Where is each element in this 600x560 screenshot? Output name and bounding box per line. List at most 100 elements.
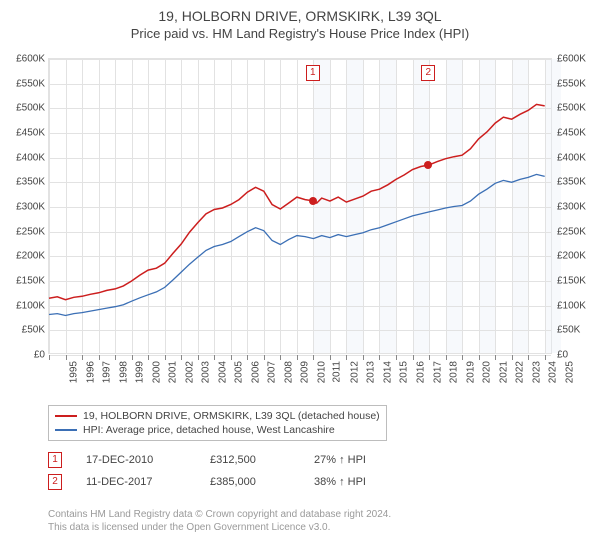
y-axis-tick-label-left: £100K — [5, 300, 45, 311]
chart-title: 19, HOLBORN DRIVE, ORMSKIRK, L39 3QL — [0, 8, 600, 24]
x-axis-tick-label: 2015 — [399, 361, 410, 383]
y-axis-tick-label-right: £400K — [557, 152, 586, 163]
chart-subtitle: Price paid vs. HM Land Registry's House … — [0, 26, 600, 41]
series-line-hpi — [49, 174, 545, 315]
x-axis-tick — [132, 355, 133, 360]
legend-label: 19, HOLBORN DRIVE, ORMSKIRK, L39 3QL (de… — [83, 409, 380, 423]
x-axis-tick — [528, 355, 529, 360]
x-axis-tick — [181, 355, 182, 360]
x-axis-tick — [462, 355, 463, 360]
x-axis-tick — [446, 355, 447, 360]
x-axis-tick-label: 2018 — [448, 361, 459, 383]
x-axis-tick — [198, 355, 199, 360]
x-axis-tick-label: 2011 — [332, 361, 343, 383]
x-axis-tick-label: 2007 — [267, 361, 278, 383]
sale-table-row: 211-DEC-2017£385,00038% ↑ HPI — [48, 474, 366, 490]
x-axis-tick-label: 2016 — [415, 361, 426, 383]
x-axis-tick-label: 2010 — [316, 361, 327, 383]
x-axis-tick-label: 2021 — [498, 361, 509, 383]
chart-series-svg — [49, 59, 553, 355]
y-axis-tick-label-left: £350K — [5, 177, 45, 188]
sale-table-index: 1 — [48, 452, 62, 468]
y-axis-tick-label-left: £450K — [5, 128, 45, 139]
x-axis-tick — [247, 355, 248, 360]
sale-table-price: £385,000 — [210, 476, 290, 488]
x-axis-tick-label: 2001 — [167, 361, 178, 383]
x-axis-tick-label: 1996 — [85, 361, 96, 383]
y-axis-tick-label-right: £200K — [557, 251, 586, 262]
attribution-line2: This data is licensed under the Open Gov… — [48, 521, 391, 534]
sale-table-date: 17-DEC-2010 — [86, 454, 186, 466]
y-axis-tick-label-left: £250K — [5, 226, 45, 237]
y-axis-tick-label-left: £500K — [5, 103, 45, 114]
x-axis-tick-label: 2023 — [531, 361, 542, 383]
x-axis-tick — [297, 355, 298, 360]
x-axis-tick-label: 1998 — [118, 361, 129, 383]
y-axis-tick-label-right: £300K — [557, 202, 586, 213]
x-axis-tick-label: 1995 — [68, 361, 79, 383]
x-axis-tick — [396, 355, 397, 360]
y-axis-tick-label-right: £550K — [557, 78, 586, 89]
x-axis-tick — [413, 355, 414, 360]
x-axis-tick-label: 2017 — [432, 361, 443, 383]
attribution-line1: Contains HM Land Registry data © Crown c… — [48, 508, 391, 521]
y-axis-tick-label-right: £50K — [557, 325, 580, 336]
x-axis-tick — [214, 355, 215, 360]
x-axis-tick-label: 2013 — [366, 361, 377, 383]
y-axis-tick-label-right: £450K — [557, 128, 586, 139]
x-axis-tick — [264, 355, 265, 360]
x-axis-tick — [165, 355, 166, 360]
sale-table-row: 117-DEC-2010£312,50027% ↑ HPI — [48, 452, 366, 468]
x-axis-tick-label: 2003 — [200, 361, 211, 383]
page-root: { "title": { "line1": "19, HOLBORN DRIVE… — [0, 0, 600, 560]
x-axis-tick — [495, 355, 496, 360]
chart-plot-area: £0£0£50K£50K£100K£100K£150K£150K£200K£20… — [48, 58, 552, 354]
x-axis-tick-label: 2019 — [465, 361, 476, 383]
x-axis-tick-label: 2024 — [547, 361, 558, 383]
y-axis-tick-label-right: £0 — [557, 350, 568, 361]
y-axis-tick-label-left: £600K — [5, 54, 45, 65]
x-axis-tick-label: 2014 — [382, 361, 393, 383]
sale-flag: 1 — [306, 65, 320, 81]
x-axis-tick-label: 1997 — [101, 361, 112, 383]
x-axis-tick — [66, 355, 67, 360]
sale-table-date: 11-DEC-2017 — [86, 476, 186, 488]
x-axis-tick — [512, 355, 513, 360]
x-axis-tick-label: 2008 — [283, 361, 294, 383]
x-axis-tick-label: 2005 — [233, 361, 244, 383]
x-axis-tick — [346, 355, 347, 360]
legend-label: HPI: Average price, detached house, West… — [83, 423, 335, 437]
x-axis-tick — [49, 355, 50, 360]
x-axis-tick — [429, 355, 430, 360]
x-axis-tick — [280, 355, 281, 360]
x-axis-tick — [82, 355, 83, 360]
y-axis-tick-label-right: £500K — [557, 103, 586, 114]
chart-title-block: 19, HOLBORN DRIVE, ORMSKIRK, L39 3QL Pri… — [0, 0, 600, 41]
legend-swatch — [55, 429, 77, 431]
sale-marker-dot — [424, 161, 432, 169]
x-axis-tick — [115, 355, 116, 360]
sale-table-pct: 27% ↑ HPI — [314, 454, 366, 466]
x-axis-tick-label: 2022 — [514, 361, 525, 383]
attribution-text: Contains HM Land Registry data © Crown c… — [48, 508, 391, 534]
x-axis-tick-label: 2025 — [564, 361, 575, 383]
x-axis-tick — [148, 355, 149, 360]
sale-flag: 2 — [421, 65, 435, 81]
x-axis-tick — [313, 355, 314, 360]
x-axis-tick — [545, 355, 546, 360]
y-axis-tick-label-right: £600K — [557, 54, 586, 65]
sale-table-index: 2 — [48, 474, 62, 490]
y-axis-tick-label-left: £200K — [5, 251, 45, 262]
legend-swatch — [55, 415, 77, 417]
x-axis-tick-label: 2004 — [217, 361, 228, 383]
y-axis-tick-label-left: £400K — [5, 152, 45, 163]
legend-item: HPI: Average price, detached house, West… — [55, 423, 380, 437]
x-axis-tick — [231, 355, 232, 360]
y-axis-tick-label-left: £550K — [5, 78, 45, 89]
sale-table: 117-DEC-2010£312,50027% ↑ HPI211-DEC-201… — [48, 452, 366, 496]
x-axis-tick-label: 2000 — [151, 361, 162, 383]
y-axis-tick-label-left: £50K — [5, 325, 45, 336]
x-axis-tick-label: 2006 — [250, 361, 261, 383]
y-axis-tick-label-right: £150K — [557, 276, 586, 287]
chart-legend: 19, HOLBORN DRIVE, ORMSKIRK, L39 3QL (de… — [48, 405, 387, 441]
